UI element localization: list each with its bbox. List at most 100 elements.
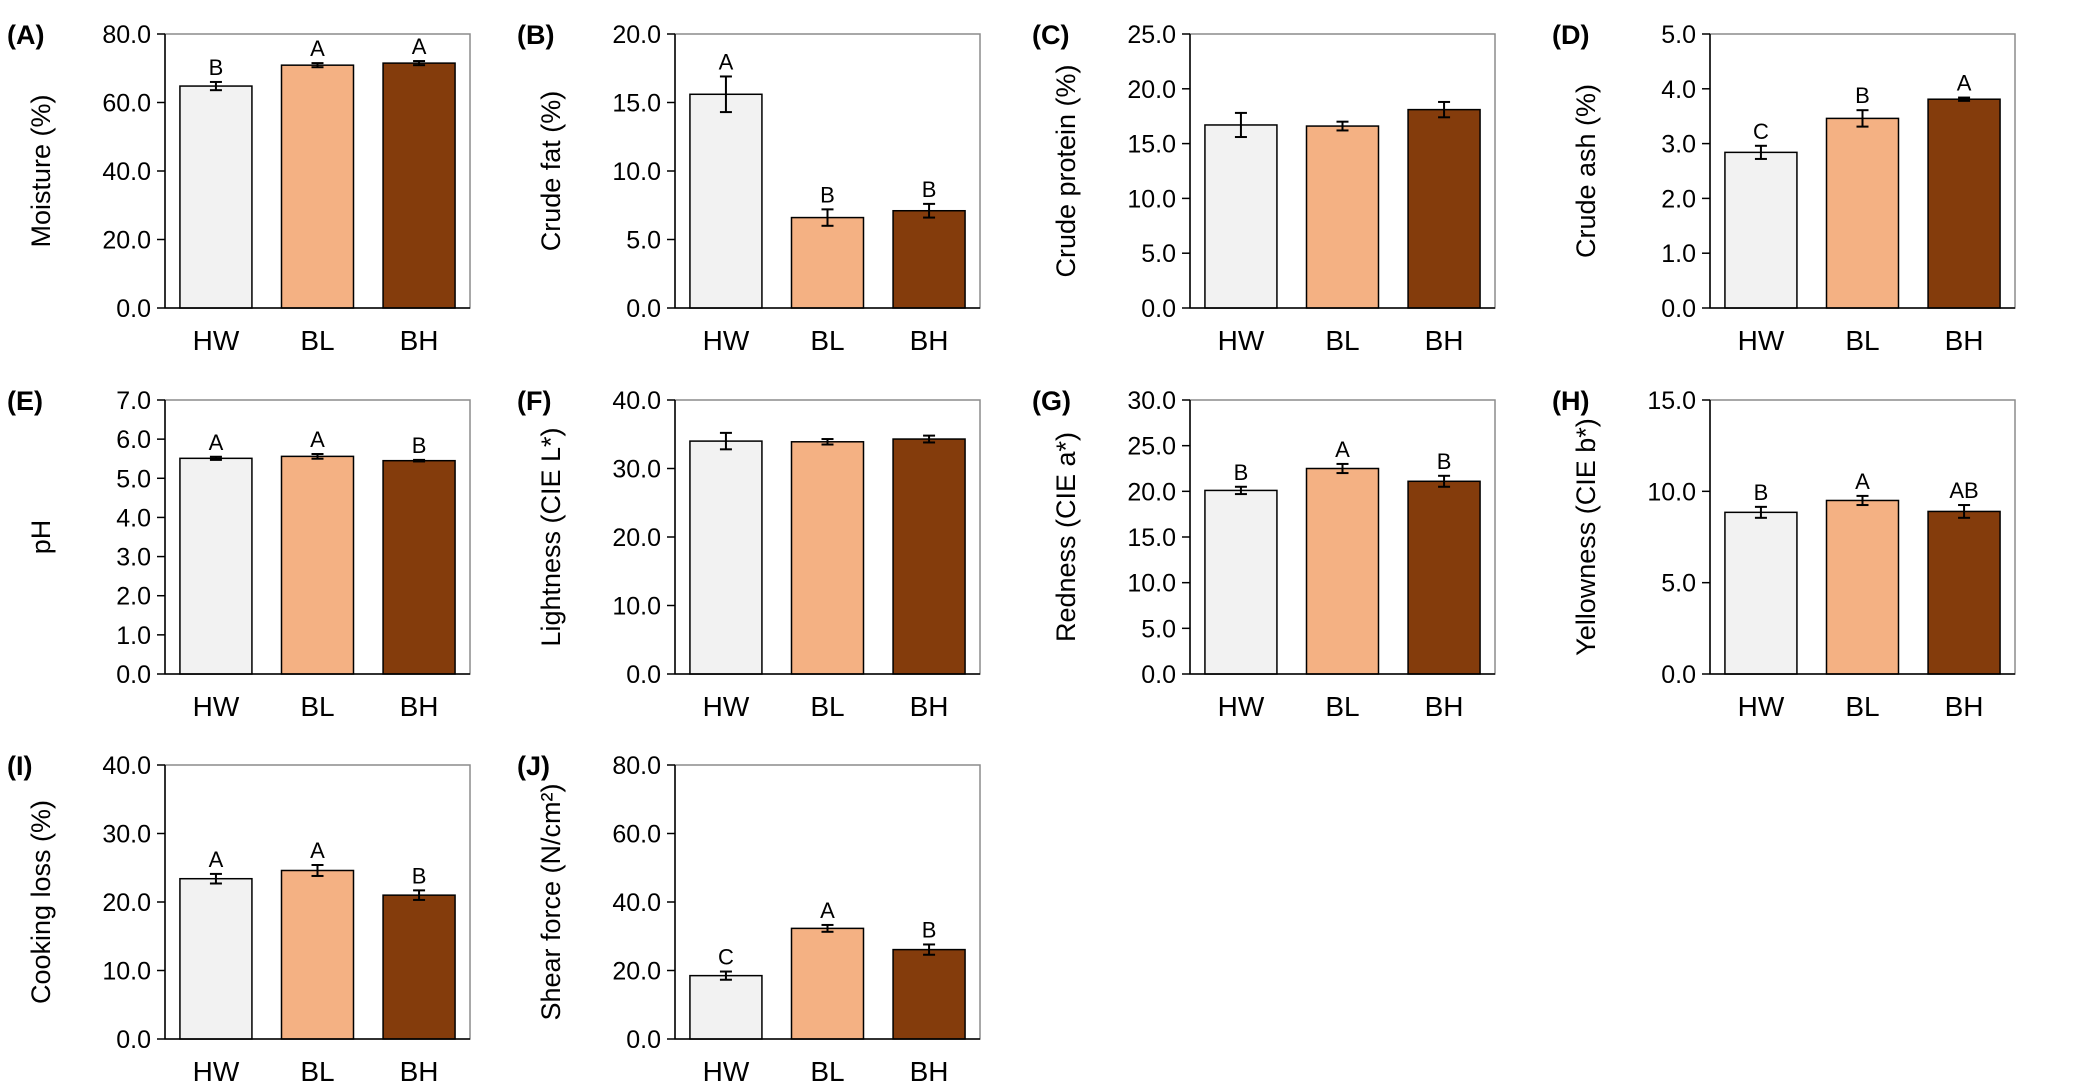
x-tick-label: BL (810, 1056, 844, 1084)
significance-letter: C (1753, 119, 1769, 144)
chart-panel-e: (E) 0.0 1.0 2.0 3.0 4.0 5.0 6.0 7.0 pH A HW A BL B BH (7, 386, 471, 722)
bar-bl (280, 64, 355, 309)
x-tick-label: BL (1845, 325, 1879, 356)
y-axis-label: pH (26, 520, 56, 555)
significance-letter: B (412, 863, 427, 888)
y-tick-label: 25.0 (1127, 21, 1176, 49)
bar-bh (892, 948, 966, 1040)
y-tick-label: 0.0 (116, 661, 151, 689)
y-axis-label: Moisture (%) (26, 94, 56, 247)
chart-panel-f: (F) 0.0 10.0 20.0 30.0 40.0 Lightness (CIE L*)… (517, 386, 981, 722)
x-tick-label: BL (810, 325, 844, 356)
y-tick-label: 0.0 (1141, 295, 1176, 323)
panel-letter: (B) (517, 20, 554, 50)
bar-bl (1305, 467, 1380, 675)
y-tick-label: 0.0 (626, 1026, 661, 1054)
y-tick-label: 2.0 (1661, 185, 1696, 213)
x-tick-label: HW (1738, 325, 1785, 356)
y-axis-label: Cooking loss (%) (26, 800, 56, 1004)
y-tick-label: 60.0 (102, 90, 151, 118)
significance-letter: B (1437, 449, 1452, 474)
bar-hw (1724, 151, 1798, 309)
panel-letter: (D) (1552, 20, 1589, 50)
significance-letter: B (412, 433, 427, 458)
x-tick-label: BL (1325, 691, 1359, 722)
y-tick-label: 20.0 (1127, 478, 1176, 506)
bar-bl (280, 869, 355, 1040)
bar-hw (179, 85, 253, 309)
y-tick-label: 6.0 (116, 426, 151, 454)
bar-hw (689, 93, 763, 309)
bar-hw (689, 974, 763, 1040)
x-tick-label: BL (810, 691, 844, 722)
significance-letter: A (1855, 469, 1870, 494)
y-axis-label: Lightness (CIE L*) (536, 427, 566, 646)
panel-letter: (H) (1552, 386, 1589, 416)
y-axis-label: Crude ash (%) (1571, 84, 1601, 258)
bar-bl (1825, 499, 1900, 675)
significance-letter: AB (1949, 478, 1978, 503)
y-tick-label: 10.0 (1127, 185, 1176, 213)
significance-letter: C (718, 945, 734, 970)
significance-letter: A (209, 847, 224, 872)
y-tick-label: 10.0 (1647, 478, 1696, 506)
panel-letter: (J) (517, 751, 550, 781)
y-tick-label: 25.0 (1127, 433, 1176, 461)
bar-bl (1825, 117, 1900, 309)
y-tick-label: 80.0 (612, 752, 661, 780)
panel-letter: (G) (1032, 386, 1071, 416)
bar-hw (179, 877, 253, 1040)
y-tick-label: 40.0 (102, 752, 151, 780)
significance-letter: A (1957, 71, 1972, 96)
y-tick-label: 30.0 (102, 821, 151, 849)
significance-letter: B (1754, 480, 1769, 505)
y-tick-label: 20.0 (612, 958, 661, 986)
y-tick-label: 5.0 (1661, 570, 1696, 598)
chart-panel-b: (B) 0.0 5.0 10.0 15.0 20.0 Crude fat (%) A HW B BL… (517, 20, 981, 356)
panel-letter: (F) (517, 386, 551, 416)
x-tick-label: BH (910, 691, 949, 722)
panel-letter: (I) (7, 751, 32, 781)
y-tick-label: 0.0 (626, 295, 661, 323)
chart-panel-i: (I) 0.0 10.0 20.0 30.0 40.0 Cooking loss (%) A H… (7, 751, 471, 1084)
y-tick-label: 4.0 (1661, 76, 1696, 104)
y-tick-label: 1.0 (116, 622, 151, 650)
y-tick-label: 15.0 (612, 90, 661, 118)
significance-letter: B (922, 917, 937, 942)
y-tick-label: 20.0 (102, 889, 151, 917)
bar-bh (382, 459, 456, 675)
y-tick-label: 5.0 (1661, 21, 1696, 49)
x-tick-label: BH (910, 325, 949, 356)
y-tick-label: 10.0 (612, 158, 661, 186)
y-tick-label: 0.0 (116, 1026, 151, 1054)
significance-letter: A (310, 838, 325, 863)
y-tick-label: 5.0 (116, 465, 151, 493)
x-tick-label: HW (1218, 325, 1265, 356)
y-tick-label: 15.0 (1127, 524, 1176, 552)
significance-letter: B (820, 182, 835, 207)
y-axis-label: Yellowness (CIE b*) (1571, 418, 1601, 656)
y-tick-label: 20.0 (612, 524, 661, 552)
bar-hw (1724, 511, 1798, 675)
chart-panel-g: (G) 0.0 5.0 10.0 15.0 20.0 25.0 30.0 Redness (CI… (1032, 386, 1496, 722)
y-tick-label: 40.0 (102, 158, 151, 186)
x-tick-label: BH (1945, 691, 1984, 722)
y-tick-label: 10.0 (102, 958, 151, 986)
bar-bh (1407, 108, 1481, 309)
bar-bh (382, 62, 456, 309)
x-tick-label: BH (400, 1056, 439, 1084)
x-tick-label: BL (1325, 325, 1359, 356)
panel-letter: (C) (1032, 20, 1069, 50)
x-tick-label: BL (1845, 691, 1879, 722)
significance-letter: B (209, 55, 224, 80)
panel-letter: (A) (7, 20, 44, 50)
y-tick-label: 5.0 (1141, 240, 1176, 268)
x-tick-label: BL (300, 325, 334, 356)
y-axis-label: Crude protein (%) (1051, 64, 1081, 277)
significance-letter: A (209, 430, 224, 455)
y-tick-label: 0.0 (116, 295, 151, 323)
y-tick-label: 5.0 (1141, 615, 1176, 643)
y-tick-label: 30.0 (1127, 387, 1176, 415)
x-tick-label: HW (1738, 691, 1785, 722)
